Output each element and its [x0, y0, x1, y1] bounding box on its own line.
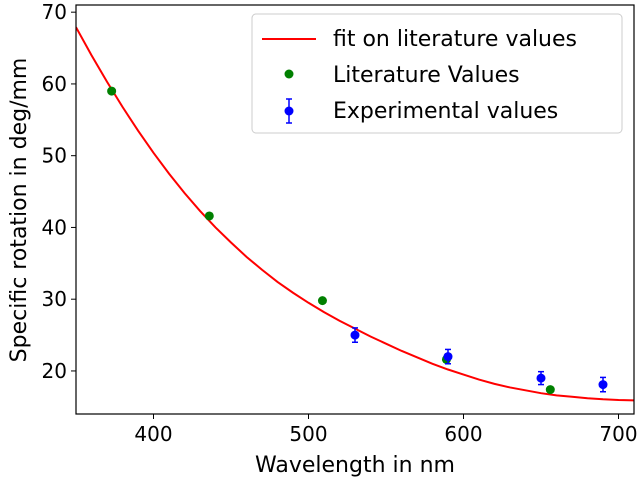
y-tick-label: 70: [42, 0, 67, 24]
experimental-point: [536, 373, 546, 383]
experimental-point: [443, 352, 453, 362]
y-axis-ticks: 20 30 40 50 60 70: [42, 0, 76, 383]
x-tick-label: 500: [289, 422, 327, 446]
legend-experimental-swatch: [284, 106, 294, 116]
experimental-point: [350, 330, 360, 340]
y-axis-label: Specific rotation in deg/mm: [7, 58, 32, 363]
y-tick-label: 60: [42, 72, 67, 96]
literature-point: [317, 296, 327, 306]
legend-fit-label: fit on literature values: [333, 27, 577, 52]
y-tick-label: 20: [42, 359, 67, 383]
legend-experimental-label: Experimental values: [333, 99, 558, 124]
legend-literature-swatch: [284, 69, 294, 79]
x-axis-ticks: 400 500 600 700: [134, 414, 638, 446]
legend-box: [251, 13, 623, 134]
x-tick-label: 700: [599, 422, 637, 446]
x-tick-label: 400: [134, 422, 172, 446]
literature-point: [107, 86, 117, 96]
x-tick-label: 600: [444, 422, 482, 446]
y-tick-label: 40: [42, 215, 67, 239]
legend-literature-label: Literature Values: [333, 63, 520, 88]
literature-point: [545, 385, 555, 395]
legend: fit on literature values Literature Valu…: [251, 13, 623, 134]
y-tick-label: 30: [42, 287, 67, 311]
literature-point: [204, 211, 214, 221]
experimental-point: [598, 380, 608, 390]
experimental-series-layer: [350, 327, 608, 393]
x-axis-label: Wavelength in nm: [255, 453, 455, 478]
y-tick-label: 50: [42, 144, 67, 168]
plot-frame: [75, 4, 635, 415]
